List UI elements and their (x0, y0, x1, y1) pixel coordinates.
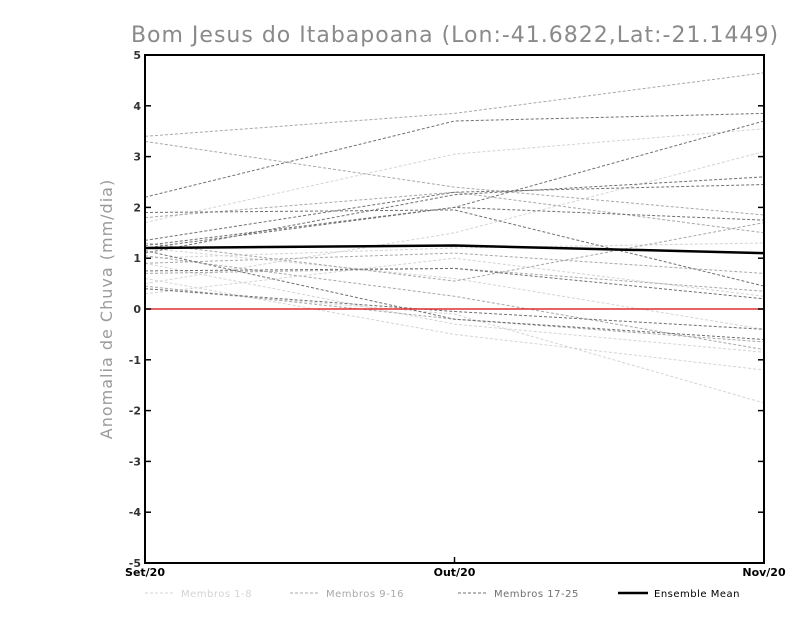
legend-label: Ensemble Mean (654, 589, 740, 600)
series-line-member-17 (144, 112, 765, 198)
legend-label: Membros 9-16 (326, 589, 404, 600)
series-line-member-23 (144, 250, 765, 340)
y-tick-label: 2 (133, 201, 141, 214)
series-line-member-18 (144, 120, 765, 246)
series-line-member-1 (144, 128, 765, 224)
y-tick-label: 3 (133, 151, 141, 164)
series-line-member-22 (144, 184, 765, 241)
y-tick-label: 4 (133, 100, 141, 113)
y-tick-label: 1 (133, 252, 141, 265)
y-axis-label: Anomalia de Chuva (mm/dia) (97, 179, 116, 439)
chart-title: Bom Jesus do Itabapoana (Lon:-41.6822,La… (131, 23, 779, 48)
y-tick-label: -4 (129, 506, 142, 519)
y-tick-label: 5 (133, 49, 141, 62)
series-line-member-2 (144, 151, 765, 285)
series-line-member-4 (144, 247, 765, 330)
y-tick-label: -3 (129, 455, 141, 468)
series-layer (144, 72, 765, 404)
y-tick-label: -2 (129, 405, 141, 418)
series-line-member-9 (144, 72, 765, 137)
legend-label: Membros 17-25 (494, 589, 579, 600)
series-line-member-11 (144, 252, 765, 274)
y-tick-label: 0 (133, 303, 141, 316)
ensemble-mean-line (144, 244, 765, 255)
series-line-member-24 (144, 288, 765, 330)
y-tick-label: -5 (129, 557, 141, 570)
y-tick-label: -1 (129, 354, 141, 367)
series-line-member-25 (144, 206, 765, 249)
series-line-member-21 (144, 267, 765, 300)
series-line-member-3 (144, 257, 765, 297)
legend-label: Membros 1-8 (181, 589, 252, 600)
series-line-member-15 (144, 140, 765, 216)
series-line-member-5 (144, 278, 765, 371)
x-tick-label: Out/20 (434, 566, 476, 579)
series-line-member-10 (144, 191, 765, 234)
series-line-member-12 (144, 267, 765, 292)
series-line-member-20 (144, 176, 765, 254)
x-tick-label: Nov/20 (742, 566, 786, 579)
series-line-member-8 (144, 288, 765, 404)
series-line-member-16 (144, 255, 765, 351)
x-tick-label: Set/20 (125, 566, 165, 579)
series-line-member-6 (144, 262, 765, 353)
series-line-member-13 (144, 222, 765, 282)
series-line-member-7 (144, 242, 765, 259)
series-line-member-19 (144, 209, 765, 287)
legend: Membros 1-8 Membros 9-16 Membros 17-25 Ense… (145, 589, 740, 600)
